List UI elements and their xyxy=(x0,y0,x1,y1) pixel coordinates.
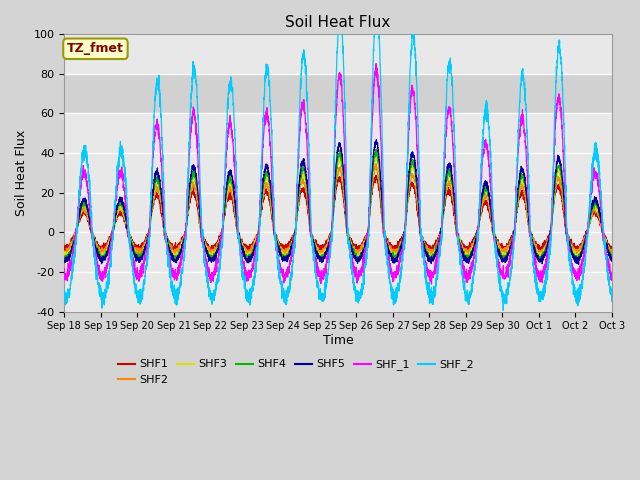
SHF_1 xyxy=(401,223,409,228)
SHF_1 xyxy=(60,266,68,272)
SHF5 xyxy=(401,227,409,233)
SHF5 xyxy=(213,250,221,256)
SHF_1 xyxy=(428,281,435,287)
SHF5 xyxy=(575,262,582,267)
SHF2 xyxy=(372,161,380,167)
SHF1 xyxy=(318,251,326,256)
Line: SHF1: SHF1 xyxy=(64,175,612,253)
SHF3 xyxy=(556,169,564,175)
SHF2 xyxy=(556,177,564,182)
SHF2 xyxy=(608,249,616,255)
SHF2 xyxy=(538,254,546,260)
SHF5 xyxy=(608,258,616,264)
SHF2 xyxy=(178,239,186,244)
SHF_1 xyxy=(392,271,399,277)
SHF1 xyxy=(213,243,221,249)
SHF5 xyxy=(608,257,616,263)
SHF_2 xyxy=(608,299,616,304)
SHF4 xyxy=(401,223,409,229)
SHF3 xyxy=(608,252,616,258)
SHF4 xyxy=(60,255,68,261)
SHF1 xyxy=(392,244,399,250)
Text: TZ_fmet: TZ_fmet xyxy=(67,42,124,55)
Bar xyxy=(64,73,612,113)
SHF3 xyxy=(608,251,616,256)
SHF1 xyxy=(556,188,564,193)
SHF5 xyxy=(556,159,564,165)
SHF_1 xyxy=(556,102,564,108)
SHF1 xyxy=(178,238,186,243)
SHF_1 xyxy=(178,255,186,261)
Line: SHF_1: SHF_1 xyxy=(64,64,612,284)
SHF2 xyxy=(608,248,616,253)
SHF3 xyxy=(573,257,580,263)
SHF_1 xyxy=(608,278,616,284)
SHF5 xyxy=(178,246,186,252)
SHF_2 xyxy=(60,292,68,298)
SHF4 xyxy=(135,259,143,265)
SHF5 xyxy=(372,137,380,143)
SHF4 xyxy=(178,245,186,251)
SHF_1 xyxy=(213,259,221,265)
Title: Soil Heat Flux: Soil Heat Flux xyxy=(285,15,391,30)
SHF3 xyxy=(371,153,379,159)
SHF4 xyxy=(608,256,616,262)
SHF4 xyxy=(392,253,399,259)
SHF3 xyxy=(392,252,399,258)
SHF1 xyxy=(608,246,616,252)
Legend: SHF1, SHF2, SHF3, SHF4, SHF5, SHF_1, SHF_2: SHF1, SHF2, SHF3, SHF4, SHF5, SHF_1, SHF… xyxy=(114,355,479,389)
SHF4 xyxy=(556,164,564,170)
SHF_2 xyxy=(401,240,409,246)
SHF2 xyxy=(60,250,68,255)
SHF_2 xyxy=(213,277,221,283)
Line: SHF_2: SHF_2 xyxy=(64,3,612,310)
SHF_2 xyxy=(608,295,616,301)
Line: SHF3: SHF3 xyxy=(64,156,612,260)
SHF1 xyxy=(372,172,380,178)
SHF4 xyxy=(214,246,221,252)
Line: SHF5: SHF5 xyxy=(64,140,612,264)
SHF_2 xyxy=(374,0,381,6)
SHF5 xyxy=(60,259,68,264)
SHF1 xyxy=(401,223,409,229)
SHF3 xyxy=(60,254,68,260)
X-axis label: Time: Time xyxy=(323,334,353,347)
SHF1 xyxy=(608,243,616,249)
SHF_1 xyxy=(608,269,616,275)
SHF3 xyxy=(178,245,186,251)
SHF3 xyxy=(213,245,221,251)
SHF4 xyxy=(372,146,380,152)
SHF2 xyxy=(213,242,221,248)
Line: SHF4: SHF4 xyxy=(64,149,612,262)
SHF1 xyxy=(60,247,68,252)
SHF5 xyxy=(392,256,399,262)
SHF_2 xyxy=(499,307,507,313)
Y-axis label: Soil Heat Flux: Soil Heat Flux xyxy=(15,130,28,216)
SHF3 xyxy=(401,227,409,233)
SHF_1 xyxy=(372,61,380,67)
Line: SHF2: SHF2 xyxy=(64,164,612,257)
SHF2 xyxy=(401,221,409,227)
SHF2 xyxy=(392,252,399,258)
SHF_2 xyxy=(392,291,399,297)
SHF_2 xyxy=(556,48,564,54)
SHF4 xyxy=(608,254,616,260)
SHF_2 xyxy=(178,267,186,273)
